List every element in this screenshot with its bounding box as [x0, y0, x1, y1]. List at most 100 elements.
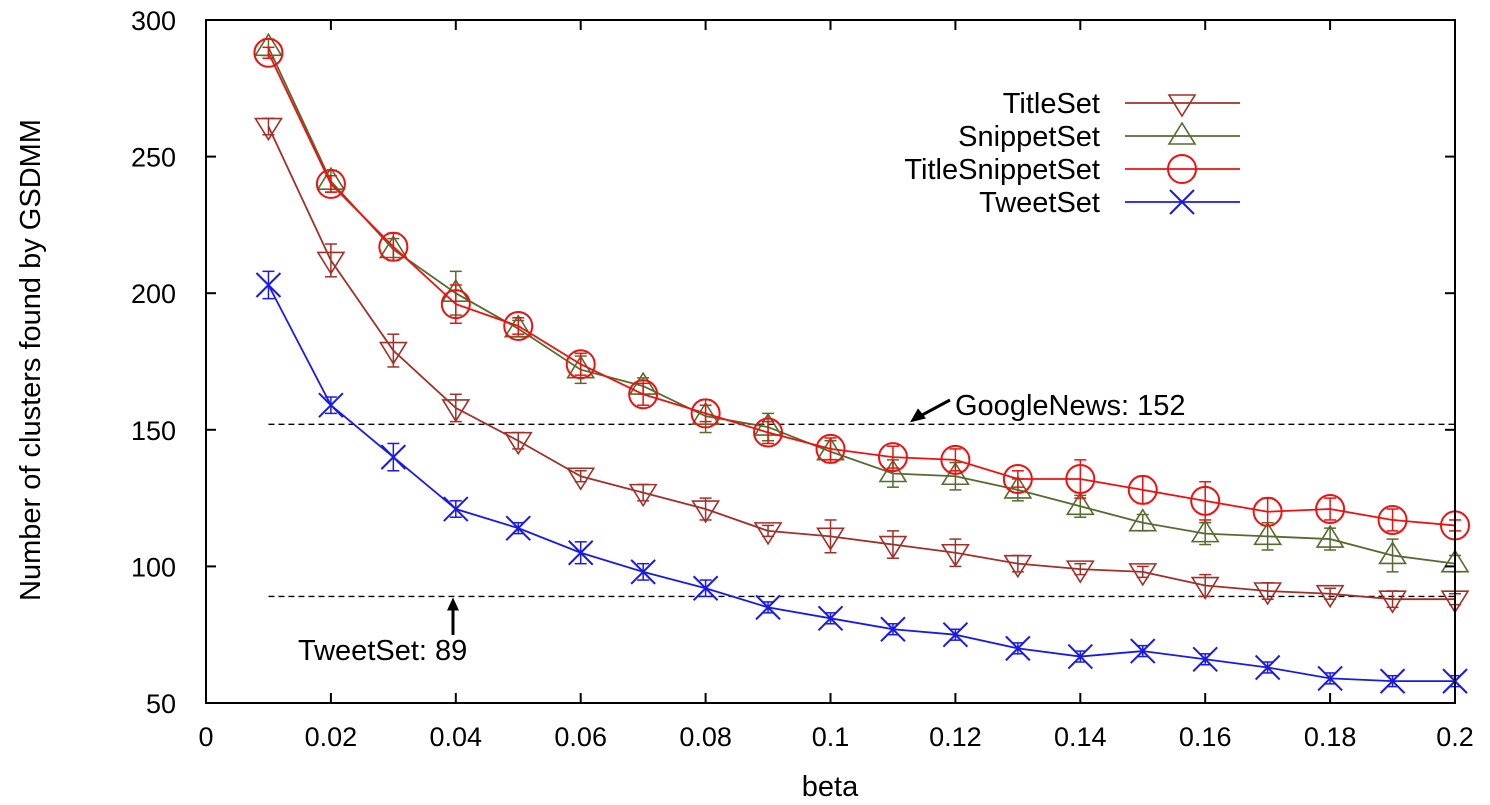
data-point: [1003, 554, 1033, 579]
data-point-stroke: [1254, 654, 1281, 681]
data-point: [940, 461, 970, 486]
data-point: [1315, 524, 1345, 548]
data-point: [1067, 643, 1094, 670]
data-point: [753, 522, 783, 546]
data-point: [1315, 584, 1345, 609]
x-tick-label: 0.08: [679, 722, 732, 752]
data-point: [878, 535, 908, 560]
data-point: [691, 401, 721, 425]
data-point-stroke: [880, 616, 906, 642]
data-point-stroke: [1005, 635, 1031, 662]
series-tweetset: [255, 270, 1468, 694]
data-point: [503, 314, 533, 338]
x-tick-label: 0.2: [1436, 722, 1474, 752]
y-tick-label: 200: [131, 279, 176, 309]
data-point: [628, 379, 659, 410]
series-line: [267, 46, 1456, 565]
data-point: [1190, 485, 1221, 516]
legend-label: TitleSnippetSet: [904, 154, 1100, 186]
data-point: [505, 515, 531, 541]
legend-marker-stroke: [1169, 189, 1195, 215]
legend-marker: [1167, 154, 1197, 184]
y-tick-label: 100: [131, 552, 176, 582]
series-line: [267, 126, 1455, 601]
y-tick-label: 150: [131, 416, 176, 446]
data-point: [318, 392, 344, 418]
x-tick-label: 0.04: [430, 722, 483, 752]
y-axis-label: Number of clusters found by GSDMM: [15, 119, 47, 601]
data-point: [1253, 582, 1283, 606]
data-point: [1065, 463, 1096, 494]
x-tick-label: 0.14: [1054, 722, 1107, 752]
data-point: [1005, 635, 1031, 662]
data-point: [691, 500, 721, 524]
legend-label: TitleSet: [1003, 88, 1100, 120]
data-point: [1065, 491, 1095, 516]
data-point: [690, 398, 721, 429]
data-point: [1379, 668, 1406, 694]
data-point: [940, 444, 971, 475]
x-tick-label: 0.16: [1179, 722, 1232, 752]
y-tick-label: 300: [131, 6, 176, 36]
legend-label: TweetSet: [979, 187, 1100, 219]
x-tick-label: 0.06: [554, 722, 607, 752]
series-titlesnippetset: [253, 37, 1470, 541]
legend-marker: [1167, 121, 1197, 145]
data-point: [254, 117, 283, 142]
data-point: [630, 559, 656, 585]
data-point-stroke: [942, 621, 969, 648]
reference-lines: [268, 423, 1455, 598]
data-point: [942, 621, 969, 648]
x-tick-label: 0: [198, 722, 213, 752]
series-titleset: [254, 117, 1470, 614]
axis-ticks: 0 0.02 0.04 0.06 0.08 0.1 0.12 0.14 0.16 0.18 0.2 5…: [131, 6, 1474, 752]
data-point: [755, 594, 781, 621]
data-point-stroke: [630, 559, 656, 585]
data-point: [1130, 638, 1156, 664]
data-point-stroke: [755, 594, 781, 621]
data-point: [878, 458, 908, 483]
data-point: [1190, 576, 1220, 601]
data-point-stroke: [567, 540, 594, 566]
data-point: [440, 289, 471, 320]
data-point: [1378, 590, 1407, 614]
data-point-stroke: [380, 444, 407, 470]
x-tick-label: 0.02: [305, 722, 358, 752]
data-point: [1128, 508, 1158, 532]
tweetset-arrow-head: [447, 597, 459, 611]
x-tick-label: 0.1: [812, 722, 850, 752]
data-point: [877, 442, 908, 473]
data-point: [880, 616, 906, 642]
series-layer: [253, 32, 1470, 694]
data-point: [378, 231, 409, 262]
data-point: [753, 417, 784, 448]
data-point: [1003, 475, 1033, 499]
data-point: [255, 272, 282, 298]
data-point: [380, 444, 407, 470]
googlenews-arrow-head: [910, 408, 926, 423]
data-point: [628, 483, 658, 508]
y-tick-label: 50: [146, 689, 176, 719]
data-point: [566, 467, 596, 491]
x-tick-label: 0.12: [929, 722, 982, 752]
data-point-stroke: [443, 496, 469, 522]
data-point: [503, 431, 533, 456]
data-point: [1252, 496, 1283, 527]
x-tick-label: 0.18: [1304, 722, 1357, 752]
annotations: GoogleNews: 152 TweetSet: 89: [298, 390, 1186, 667]
data-point: [1377, 504, 1408, 535]
data-point: [316, 251, 346, 275]
data-point: [1128, 563, 1158, 587]
legend-label: SnippetSet: [958, 121, 1100, 153]
data-point: [315, 168, 346, 199]
x-axis-label: beta: [802, 771, 859, 803]
data-point: [567, 540, 594, 566]
data-point: [940, 543, 970, 568]
data-point: [443, 496, 469, 522]
data-point: [378, 341, 408, 366]
data-point: [503, 310, 534, 341]
series-line: [267, 284, 1455, 683]
data-point-stroke: [1067, 643, 1094, 670]
data-point: [1127, 474, 1158, 505]
